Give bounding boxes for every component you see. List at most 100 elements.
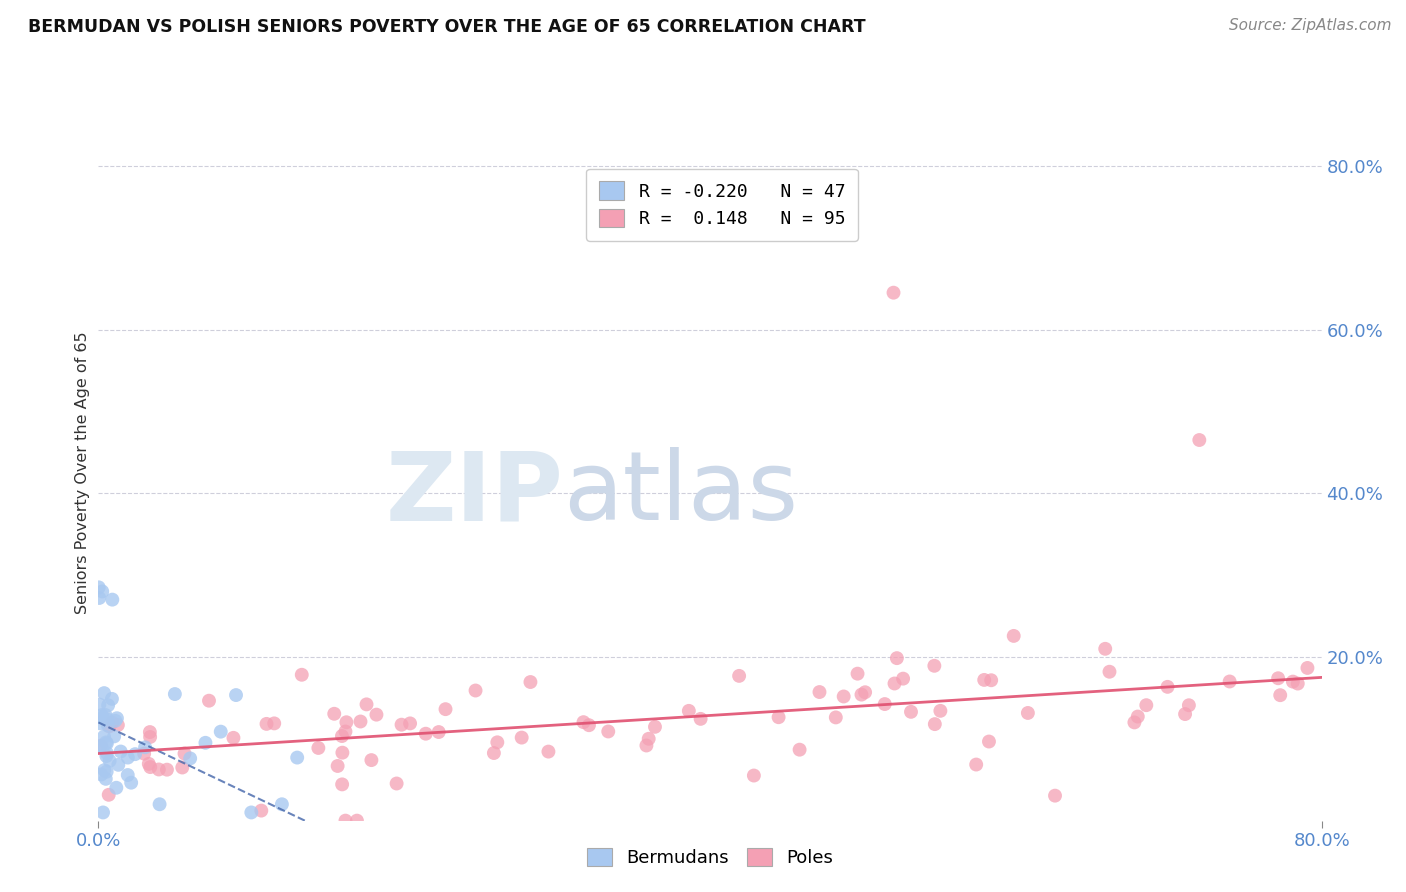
Point <box>156 763 179 777</box>
Point <box>482 746 505 760</box>
Point <box>96 749 118 764</box>
Point <box>97 698 120 713</box>
Point <box>1123 715 1146 730</box>
Point <box>104 714 127 728</box>
Point <box>886 651 908 665</box>
Point <box>965 757 987 772</box>
Point <box>101 715 124 730</box>
Point <box>851 688 873 702</box>
Point <box>808 685 831 699</box>
Point <box>307 741 329 756</box>
Point <box>399 716 422 731</box>
Point <box>434 702 457 716</box>
Point <box>873 697 896 711</box>
Point <box>94 708 117 723</box>
Point <box>824 710 846 724</box>
Point <box>222 731 245 745</box>
Point <box>1174 707 1197 722</box>
Point <box>1178 698 1201 713</box>
Point <box>117 750 139 764</box>
Point <box>134 747 156 761</box>
Point <box>139 725 162 739</box>
Text: BERMUDAN VS POLISH SENIORS POVERTY OVER THE AGE OF 65 CORRELATION CHART: BERMUDAN VS POLISH SENIORS POVERTY OVER … <box>28 18 866 36</box>
Point <box>198 694 221 708</box>
Point <box>107 718 129 732</box>
Point <box>93 763 115 777</box>
Point <box>980 673 1002 688</box>
Point <box>139 760 162 774</box>
Point <box>134 740 156 755</box>
Point <box>1098 665 1121 679</box>
Text: ZIP: ZIP <box>385 447 564 541</box>
Point <box>385 776 408 790</box>
Point <box>330 777 353 791</box>
Point <box>832 690 855 704</box>
Point <box>335 715 357 730</box>
Point <box>1156 680 1178 694</box>
Point <box>853 685 876 699</box>
Point <box>510 731 533 745</box>
Point <box>519 675 541 690</box>
Point <box>335 814 357 828</box>
Point <box>101 592 124 607</box>
Point <box>330 729 353 743</box>
Point <box>689 712 711 726</box>
Point <box>194 736 217 750</box>
Point <box>929 704 952 718</box>
Point <box>883 285 905 300</box>
Point <box>332 746 354 760</box>
Point <box>256 717 278 731</box>
Point <box>598 724 620 739</box>
Point <box>89 591 111 605</box>
Point <box>96 746 118 760</box>
Point <box>427 725 450 739</box>
Point <box>101 691 124 706</box>
Point <box>356 698 378 712</box>
Point <box>1219 674 1241 689</box>
Point <box>94 772 117 786</box>
Point <box>1270 688 1292 702</box>
Point <box>172 760 194 774</box>
Point <box>1002 629 1025 643</box>
Point <box>107 757 129 772</box>
Point <box>89 740 111 755</box>
Point <box>96 736 118 750</box>
Point <box>120 775 142 789</box>
Point <box>173 747 195 761</box>
Point <box>415 727 437 741</box>
Point <box>209 724 232 739</box>
Point <box>98 754 121 768</box>
Point <box>1094 641 1116 656</box>
Text: atlas: atlas <box>564 447 799 541</box>
Legend: Bermudans, Poles: Bermudans, Poles <box>579 840 841 874</box>
Point <box>149 797 172 812</box>
Point <box>1282 674 1305 689</box>
Point <box>90 708 112 723</box>
Point <box>728 669 751 683</box>
Point <box>768 710 790 724</box>
Point <box>98 719 121 733</box>
Point <box>93 730 115 744</box>
Point <box>105 780 128 795</box>
Point <box>90 767 112 781</box>
Point <box>486 735 509 749</box>
Point <box>93 686 115 700</box>
Point <box>90 739 112 753</box>
Point <box>578 718 600 732</box>
Point <box>883 676 905 690</box>
Point <box>323 706 346 721</box>
Point <box>1043 789 1066 803</box>
Point <box>291 667 314 681</box>
Point <box>110 745 132 759</box>
Point <box>1017 706 1039 720</box>
Point <box>250 804 273 818</box>
Point <box>924 658 946 673</box>
Point <box>1267 671 1289 685</box>
Point <box>360 753 382 767</box>
Point <box>163 687 186 701</box>
Point <box>103 730 125 744</box>
Point <box>1135 698 1157 713</box>
Point <box>91 805 114 820</box>
Point <box>644 720 666 734</box>
Point <box>789 742 811 756</box>
